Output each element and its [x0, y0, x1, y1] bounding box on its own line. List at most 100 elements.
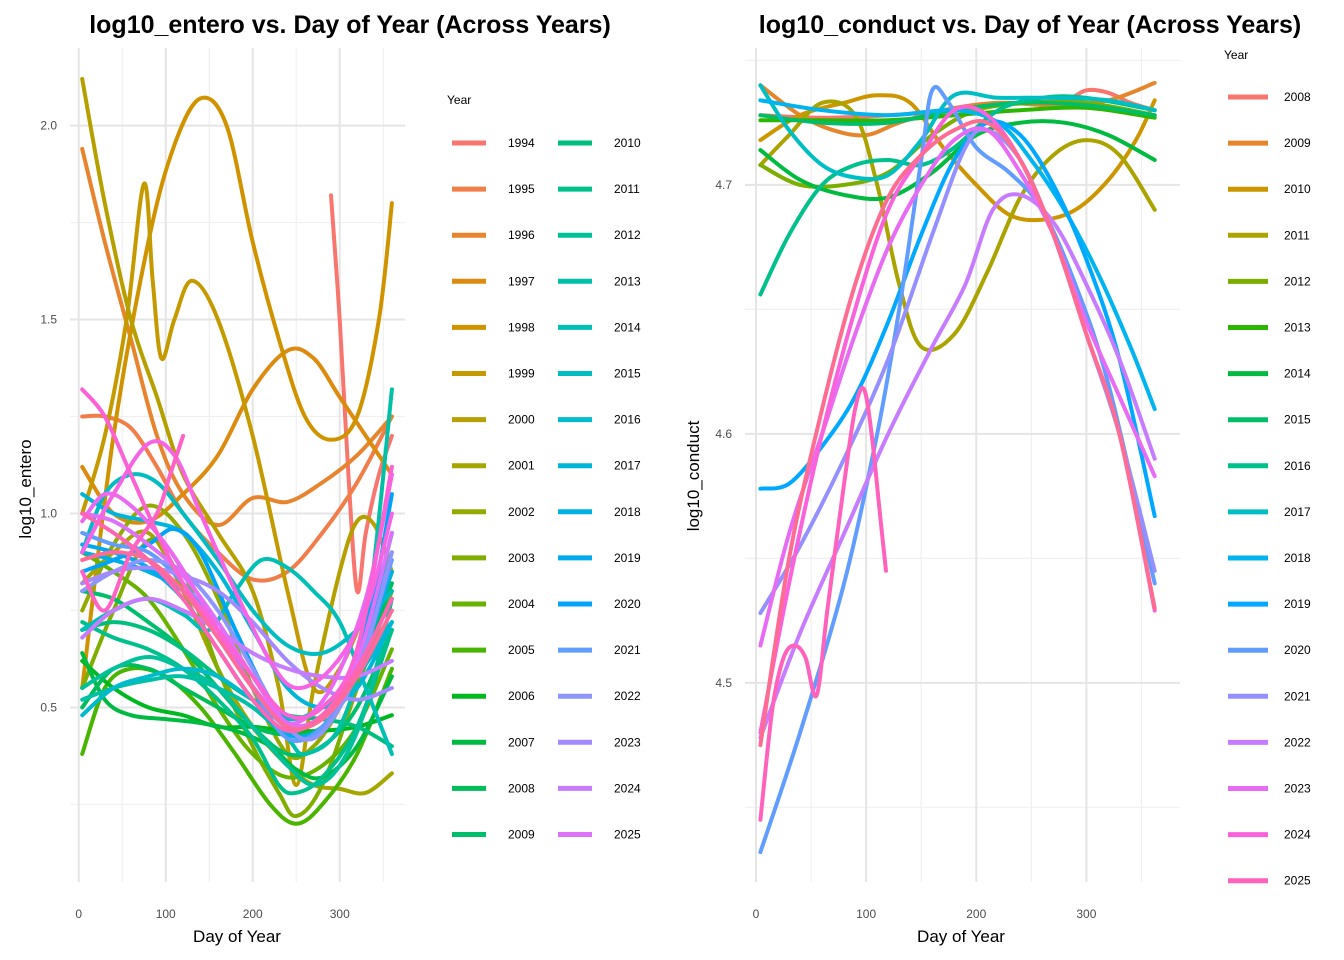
- right-chart-legend-label: 2022: [1284, 735, 1311, 749]
- right-chart-title: log10_conduct vs. Day of Year (Across Ye…: [759, 11, 1301, 39]
- left-chart-legend-label: 2006: [508, 689, 535, 703]
- right-chart-y-tick-label: 4.6: [715, 427, 732, 441]
- right-chart-legend-label: 2012: [1284, 274, 1311, 288]
- left-chart-legend-label: 2012: [614, 228, 641, 242]
- left-chart-x-tick-label: 300: [330, 907, 350, 921]
- left-chart-legend-label: 2008: [508, 781, 535, 795]
- left-chart-legend-label: 2004: [508, 597, 535, 611]
- left-chart-legend-label: 2009: [508, 828, 535, 842]
- right-chart-series-line: [758, 119, 1157, 518]
- right-chart-legend-title: Year: [1224, 48, 1248, 62]
- left-chart-legend-label: 2005: [508, 643, 535, 657]
- right-chart-legend-label: 2010: [1284, 182, 1311, 196]
- left-chart-series-line: [80, 620, 394, 796]
- left-chart-y-tick-label: 2.0: [40, 119, 57, 133]
- left-chart-legend-label: 2024: [614, 781, 641, 795]
- right-chart-legend-label: 2025: [1284, 874, 1311, 888]
- right-chart-series-line: [758, 192, 1157, 740]
- left-chart-series-line: [80, 596, 394, 787]
- right-chart-series-line: [758, 119, 1157, 748]
- right-chart-x-axis-title: Day of Year: [917, 927, 1005, 946]
- right-chart-legend-label: 2024: [1284, 828, 1311, 842]
- left-chart-series-line: [80, 550, 394, 780]
- right-chart-x-tick-label: 200: [966, 907, 986, 921]
- left-chart-series-line: [80, 95, 394, 690]
- left-chart-series-line: [80, 666, 394, 826]
- left-chart-legend-label: 2017: [614, 459, 641, 473]
- left-chart-legend-label: 2025: [614, 828, 641, 842]
- left-chart-legend-label: 2003: [508, 551, 535, 565]
- left-chart-legend-label: 1995: [508, 182, 535, 196]
- right-chart-x-tick-label: 100: [856, 907, 876, 921]
- right-chart-series-line: [758, 99, 1157, 353]
- left-chart-x-ticks: 0 100 200 300: [75, 907, 350, 921]
- left-chart-title: log10_entero vs. Day of Year (Across Yea…: [89, 11, 611, 39]
- left-chart-legend-label: 2022: [614, 689, 641, 703]
- right-chart-x-tick-label: 300: [1076, 907, 1096, 921]
- left-chart-legend-label: 2011: [614, 182, 640, 196]
- right-chart-legend-label: 2023: [1284, 782, 1311, 796]
- right-chart-legend-label: 2014: [1284, 367, 1311, 381]
- left-chart-legend-label: 2019: [614, 551, 641, 565]
- left-chart-legend-label: 2002: [508, 505, 535, 519]
- left-chart-series-line: [80, 387, 394, 720]
- left-chart-series-line: [80, 550, 394, 731]
- left-chart-legend-label: 2013: [614, 274, 641, 288]
- left-chart-legend-label: 1997: [508, 274, 535, 288]
- left-chart-legend-label: 2010: [614, 136, 641, 150]
- left-chart-legend-label: 2016: [614, 413, 641, 427]
- left-chart-series-line: [329, 193, 394, 595]
- left-chart-x-tick-label: 200: [243, 907, 263, 921]
- right-chart-legend-label: 2020: [1284, 643, 1311, 657]
- left-chart-x-tick-label: 100: [156, 907, 176, 921]
- left-chart-y-tick-label: 1.5: [40, 313, 57, 327]
- left-chart-series-line: [80, 181, 394, 695]
- left-chart-legend-label: 1999: [508, 367, 535, 381]
- right-chart-series-line: [758, 98, 1157, 411]
- left-chart-legend-label: 2021: [614, 643, 641, 657]
- left-chart-y-ticks: 0.5 1.0 1.5 2.0: [40, 119, 57, 715]
- left-chart-y-axis-title: log10_entero: [16, 439, 35, 538]
- right-chart-x-ticks: 0 100 200 300: [753, 907, 1097, 921]
- right-chart-legend-label: 2021: [1284, 689, 1311, 703]
- left-chart-legend: 1994 1995 1996 1997 1998 1999 2000 2001 2002 2003…: [452, 136, 641, 842]
- right-chart-legend-label: 2015: [1284, 413, 1311, 427]
- right-chart-series-line: [758, 119, 1157, 201]
- left-chart-series-line: [80, 511, 394, 734]
- left-chart-legend-title: Year: [447, 93, 471, 107]
- right-chart-series-line: [758, 386, 888, 822]
- left-chart-series: [80, 77, 394, 826]
- left-chart-y-tick-label: 0.5: [40, 700, 57, 714]
- right-chart-y-tick-label: 4.7: [715, 178, 732, 192]
- right-chart-legend-label: 2017: [1284, 505, 1311, 519]
- right-chart-series-line: [758, 83, 1157, 182]
- left-chart-legend-label: 2015: [614, 367, 641, 381]
- left-chart-legend-label: 1994: [508, 136, 535, 150]
- left-chart-x-tick-label: 0: [75, 907, 82, 921]
- right-chart: log10_conduct vs. Day of Year (Across Ye…: [684, 11, 1311, 946]
- right-chart-legend-label: 2019: [1284, 597, 1311, 611]
- left-chart: log10_entero vs. Day of Year (Across Yea…: [16, 11, 641, 946]
- left-chart-series-line: [80, 439, 394, 691]
- right-chart-legend-label: 2009: [1284, 136, 1311, 150]
- right-chart-x-tick-label: 0: [753, 907, 760, 921]
- left-chart-legend-label: 2014: [614, 320, 641, 334]
- right-chart-y-axis-title: log10_conduct: [684, 420, 703, 531]
- right-chart-series-line: [758, 84, 1157, 855]
- right-chart-legend-label: 2011: [1284, 228, 1310, 242]
- right-chart-legend-label: 2008: [1284, 90, 1311, 104]
- left-chart-legend-label: 1998: [508, 320, 535, 334]
- left-chart-legend-label: 2020: [614, 597, 641, 611]
- left-chart-legend-label: 2000: [508, 413, 535, 427]
- left-chart-y-tick-label: 1.0: [40, 506, 57, 520]
- left-chart-legend-label: 1996: [508, 228, 535, 242]
- right-chart-series-line: [758, 127, 1157, 616]
- right-chart-series: [758, 80, 1157, 855]
- left-chart-legend-label: 2007: [508, 735, 535, 749]
- right-chart-legend-label: 2013: [1284, 321, 1311, 335]
- left-chart-legend-label: 2018: [614, 505, 641, 519]
- left-chart-legend-label: 2001: [508, 459, 535, 473]
- left-chart-legend-label: 2023: [614, 735, 641, 749]
- right-chart-y-ticks: 4.5 4.6 4.7: [715, 178, 732, 690]
